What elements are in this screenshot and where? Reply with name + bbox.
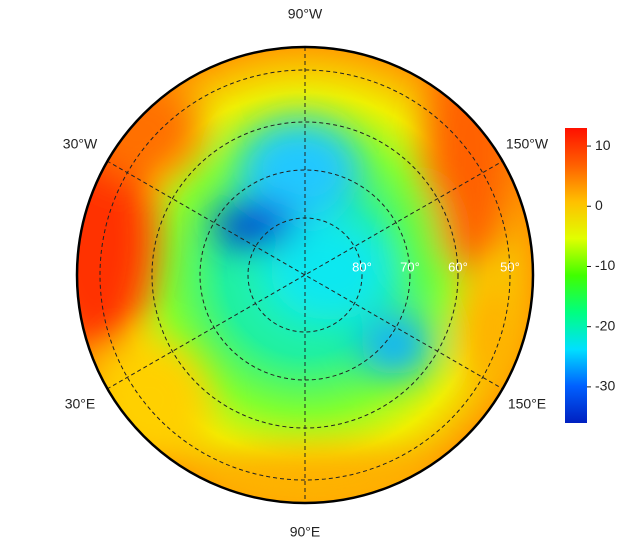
colorbar-tick-label: -10 <box>595 257 615 273</box>
meridian-label: 30°W <box>63 136 98 152</box>
map-border <box>75 45 535 505</box>
meridian-label: 150°W <box>506 136 549 152</box>
latitude-label: 80° <box>352 259 372 274</box>
latitude-label: 60° <box>448 259 468 274</box>
colorbar-tick-label: -30 <box>595 378 615 394</box>
latitude-label: 50° <box>500 259 520 274</box>
latitude-label: 70° <box>400 259 420 274</box>
meridian-label: 150°E <box>508 396 546 412</box>
graticule <box>99 47 511 503</box>
colorbar-tick-label: 0 <box>595 197 603 213</box>
colorbar <box>565 128 587 423</box>
meridian-label: 30°E <box>65 396 96 412</box>
colorbar-tick-label: -20 <box>595 317 615 333</box>
meridian-label: 90°W <box>288 6 323 22</box>
colorbar-tick-label: 10 <box>595 137 611 153</box>
meridian-label: 90°E <box>290 524 321 540</box>
